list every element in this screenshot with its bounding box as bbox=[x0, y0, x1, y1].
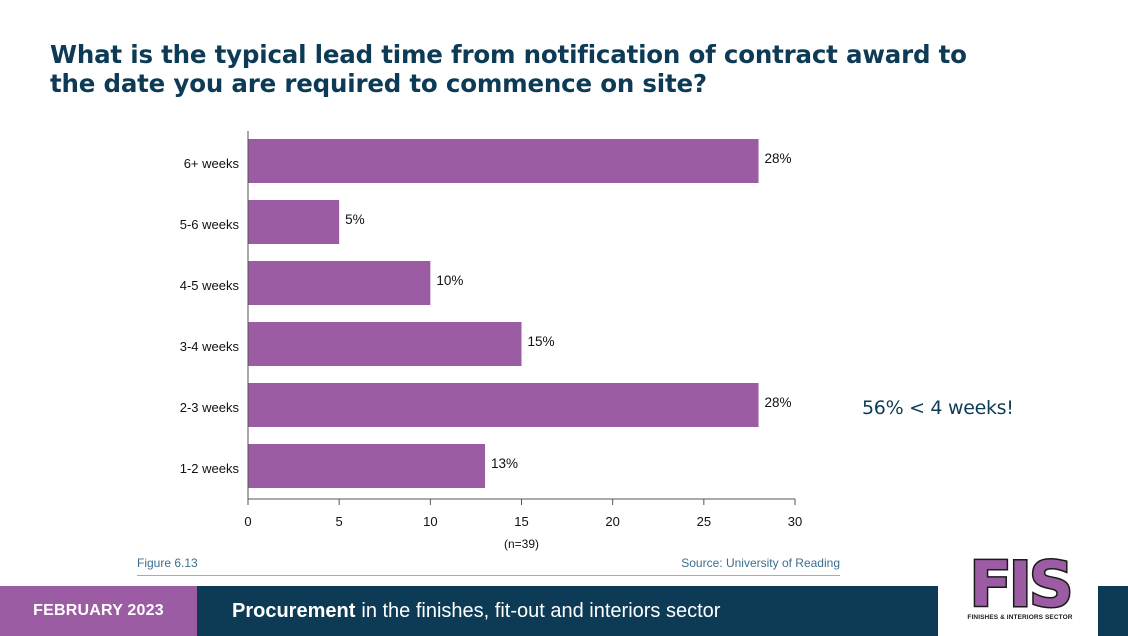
x-tick-label: 20 bbox=[605, 514, 619, 529]
value-label: 28% bbox=[765, 151, 792, 166]
bar-1-2-weeks bbox=[248, 444, 486, 488]
x-tick-label: 15 bbox=[514, 514, 528, 529]
x-tick-label: 10 bbox=[423, 514, 437, 529]
x-ticks-group: 0 5 10 15 20 25 30 bbox=[244, 499, 802, 529]
footer-end-block bbox=[1098, 586, 1128, 636]
bar-6-weeks bbox=[248, 139, 759, 183]
value-label: 13% bbox=[491, 456, 518, 471]
bar-3-4-weeks bbox=[248, 322, 522, 366]
bar-5-6-weeks bbox=[248, 200, 340, 244]
logo-letters: FIS bbox=[969, 548, 1070, 621]
category-label: 2-3 weeks bbox=[180, 400, 240, 415]
category-label: 6+ weeks bbox=[184, 156, 240, 171]
value-label: 10% bbox=[436, 273, 463, 288]
category-label: 5-6 weeks bbox=[180, 217, 240, 232]
source-credit: Source: University of Reading bbox=[681, 556, 840, 570]
chart-title: What is the typical lead time from notif… bbox=[50, 40, 967, 98]
figure-divider bbox=[137, 575, 840, 576]
x-axis-label: (n=39) bbox=[504, 537, 539, 551]
value-label: 28% bbox=[765, 395, 792, 410]
value-label: 15% bbox=[528, 334, 555, 349]
category-label: 1-2 weeks bbox=[180, 461, 240, 476]
bar-chart: 0 5 10 15 20 25 30 6+ weeks 5-6 weeks 4-5 weeks 3… bbox=[180, 131, 802, 551]
bar-4-5-weeks bbox=[248, 261, 431, 305]
bars-group bbox=[248, 139, 759, 488]
category-labels-group: 6+ weeks 5-6 weeks 4-5 weeks 3-4 weeks 2-3 w… bbox=[180, 156, 240, 476]
footer-title: Procurement in the finishes, fit-out and… bbox=[197, 586, 938, 636]
x-tick-label: 25 bbox=[697, 514, 711, 529]
footer-date: FEBRUARY 2023 bbox=[0, 586, 197, 636]
x-tick-label: 5 bbox=[336, 514, 343, 529]
value-label: 5% bbox=[345, 212, 365, 227]
value-labels-group: 28% 5% 10% 15% 28% 13% bbox=[345, 151, 791, 471]
footer-title-bold: Procurement bbox=[232, 599, 356, 622]
bar-2-3-weeks bbox=[248, 383, 759, 427]
category-label: 4-5 weeks bbox=[180, 278, 240, 293]
figure-number: Figure 6.13 bbox=[137, 556, 198, 570]
logo-tagline: FINISHES & INTERIORS SECTOR bbox=[967, 614, 1073, 621]
fis-logo-icon: FIS bbox=[968, 548, 1075, 623]
annotation-text: 56% < 4 weeks! bbox=[862, 397, 1014, 419]
x-tick-label: 0 bbox=[244, 514, 251, 529]
footer-title-rest: in the finishes, fit-out and interiors s… bbox=[361, 599, 721, 622]
x-tick-label: 30 bbox=[788, 514, 802, 529]
category-label: 3-4 weeks bbox=[180, 339, 240, 354]
